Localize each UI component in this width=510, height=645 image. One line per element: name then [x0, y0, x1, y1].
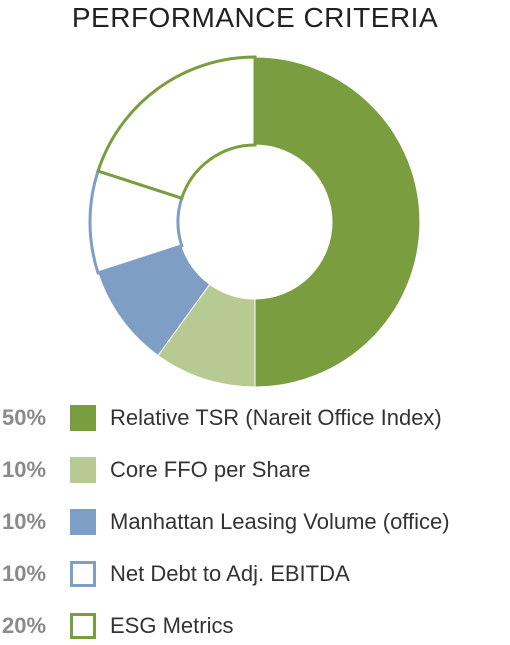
legend-percent: 50% — [2, 405, 47, 430]
legend-swatch — [70, 405, 96, 431]
legend-swatch — [70, 613, 96, 639]
legend-percent: 20% — [2, 613, 47, 638]
legend-label: Relative TSR (Nareit Office Index) — [110, 405, 442, 430]
donut-slice-4 — [96, 55, 257, 201]
legend-item-esg: 20% ESG Metrics — [0, 607, 233, 645]
legend-item-core-ffo: 10% Core FFO per Share — [0, 451, 311, 489]
legend-label: Manhattan Leasing Volume (office) — [110, 509, 450, 534]
legend-item-relative-tsr: 50% Relative TSR (Nareit Office Index) — [0, 399, 442, 437]
donut-chart — [88, 55, 421, 388]
legend-percent: 10% — [2, 457, 47, 482]
legend-item-manhattan-leasing: 10% Manhattan Leasing Volume (office) — [0, 503, 450, 541]
chart-title: PERFORMANCE CRITERIA — [71, 2, 439, 33]
legend-label: Core FFO per Share — [110, 457, 311, 482]
donut-slice-0 — [254, 56, 421, 388]
legend-swatch — [70, 457, 96, 483]
legend-item-net-debt: 10% Net Debt to Adj. EBITDA — [0, 555, 350, 593]
legend-swatch — [70, 509, 96, 535]
legend-percent: 10% — [2, 561, 47, 586]
legend-percent: 10% — [2, 509, 47, 534]
legend-label: ESG Metrics — [110, 613, 234, 638]
legend-label: Net Debt to Adj. EBITDA — [110, 561, 350, 586]
legend-swatch — [70, 561, 96, 587]
